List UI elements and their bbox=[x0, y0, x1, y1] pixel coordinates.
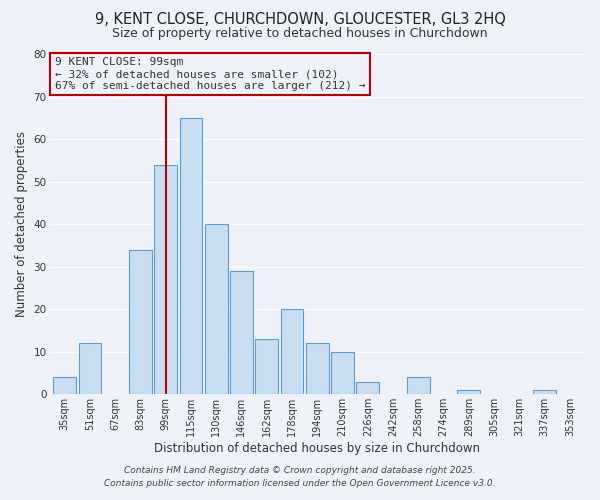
Bar bbox=[154, 164, 177, 394]
Bar bbox=[331, 352, 354, 395]
Bar bbox=[230, 271, 253, 394]
Bar bbox=[79, 343, 101, 394]
Bar bbox=[129, 250, 152, 394]
Bar bbox=[306, 343, 329, 394]
Bar bbox=[457, 390, 480, 394]
Bar bbox=[179, 118, 202, 394]
Bar bbox=[407, 378, 430, 394]
Bar bbox=[53, 378, 76, 394]
Bar bbox=[533, 390, 556, 394]
Bar bbox=[356, 382, 379, 394]
Text: Contains HM Land Registry data © Crown copyright and database right 2025.
Contai: Contains HM Land Registry data © Crown c… bbox=[104, 466, 496, 487]
Text: 9, KENT CLOSE, CHURCHDOWN, GLOUCESTER, GL3 2HQ: 9, KENT CLOSE, CHURCHDOWN, GLOUCESTER, G… bbox=[95, 12, 505, 28]
Bar bbox=[281, 309, 304, 394]
X-axis label: Distribution of detached houses by size in Churchdown: Distribution of detached houses by size … bbox=[154, 442, 480, 455]
Text: Size of property relative to detached houses in Churchdown: Size of property relative to detached ho… bbox=[112, 28, 488, 40]
Bar bbox=[256, 339, 278, 394]
Y-axis label: Number of detached properties: Number of detached properties bbox=[15, 131, 28, 317]
Text: 9 KENT CLOSE: 99sqm
← 32% of detached houses are smaller (102)
67% of semi-detac: 9 KENT CLOSE: 99sqm ← 32% of detached ho… bbox=[55, 58, 365, 90]
Bar bbox=[205, 224, 227, 394]
